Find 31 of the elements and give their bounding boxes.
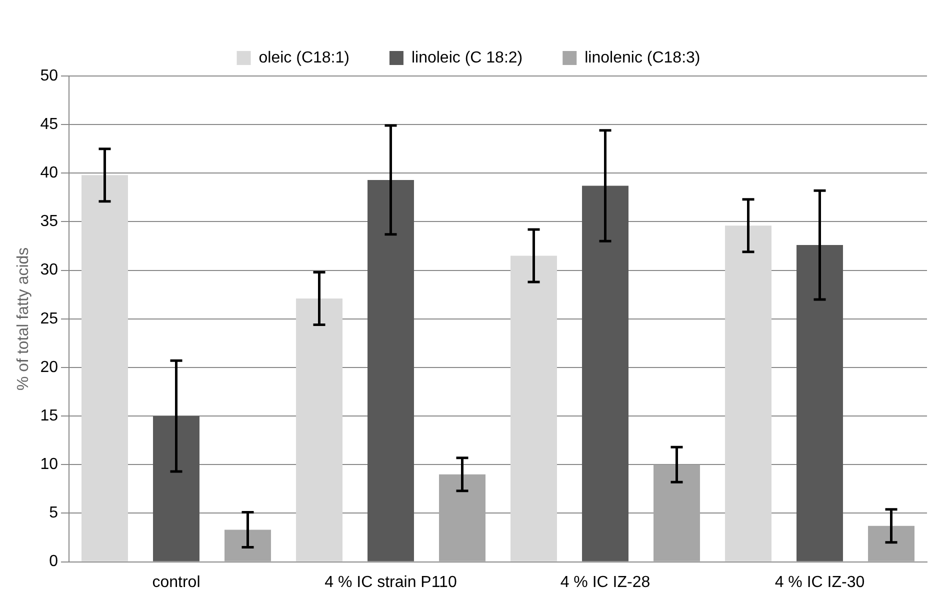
- bar: [439, 474, 486, 562]
- y-tick-label: 15: [40, 407, 58, 424]
- y-tick-label: 5: [49, 504, 58, 522]
- y-tick-label: 0: [49, 553, 58, 570]
- y-tick-label: 35: [40, 213, 58, 230]
- y-tick-label: 30: [40, 262, 58, 279]
- y-tick-label: 50: [40, 67, 58, 84]
- y-tick-label: 20: [40, 358, 58, 376]
- bar: [153, 416, 200, 562]
- bar: [654, 464, 700, 562]
- bar: [510, 256, 557, 562]
- bar: [82, 175, 128, 562]
- bar: [224, 530, 271, 562]
- legend-label: linoleic (C 18:2): [411, 49, 523, 66]
- bar: [296, 298, 342, 562]
- x-tick-label: 4 % IC IZ-28: [560, 574, 650, 591]
- x-tick-label: control: [152, 574, 200, 591]
- x-tick-label: 4 % IC IZ-30: [774, 574, 865, 591]
- y-axis-title: % of total fatty acids: [15, 247, 32, 390]
- x-tick-label: 4 % IC strain P110: [324, 574, 457, 591]
- y-tick-label: 25: [40, 310, 58, 328]
- bar: [582, 186, 628, 562]
- y-tick-label: 45: [40, 116, 58, 133]
- bar: [868, 526, 914, 562]
- y-tick-label: 10: [40, 456, 58, 474]
- y-tick-label: 40: [40, 164, 58, 182]
- legend-label: oleic (C18:1): [258, 49, 350, 66]
- legend-label: linolenic (C18:3): [584, 49, 700, 66]
- bar: [796, 245, 843, 562]
- bar: [368, 180, 414, 562]
- bar: [725, 226, 772, 562]
